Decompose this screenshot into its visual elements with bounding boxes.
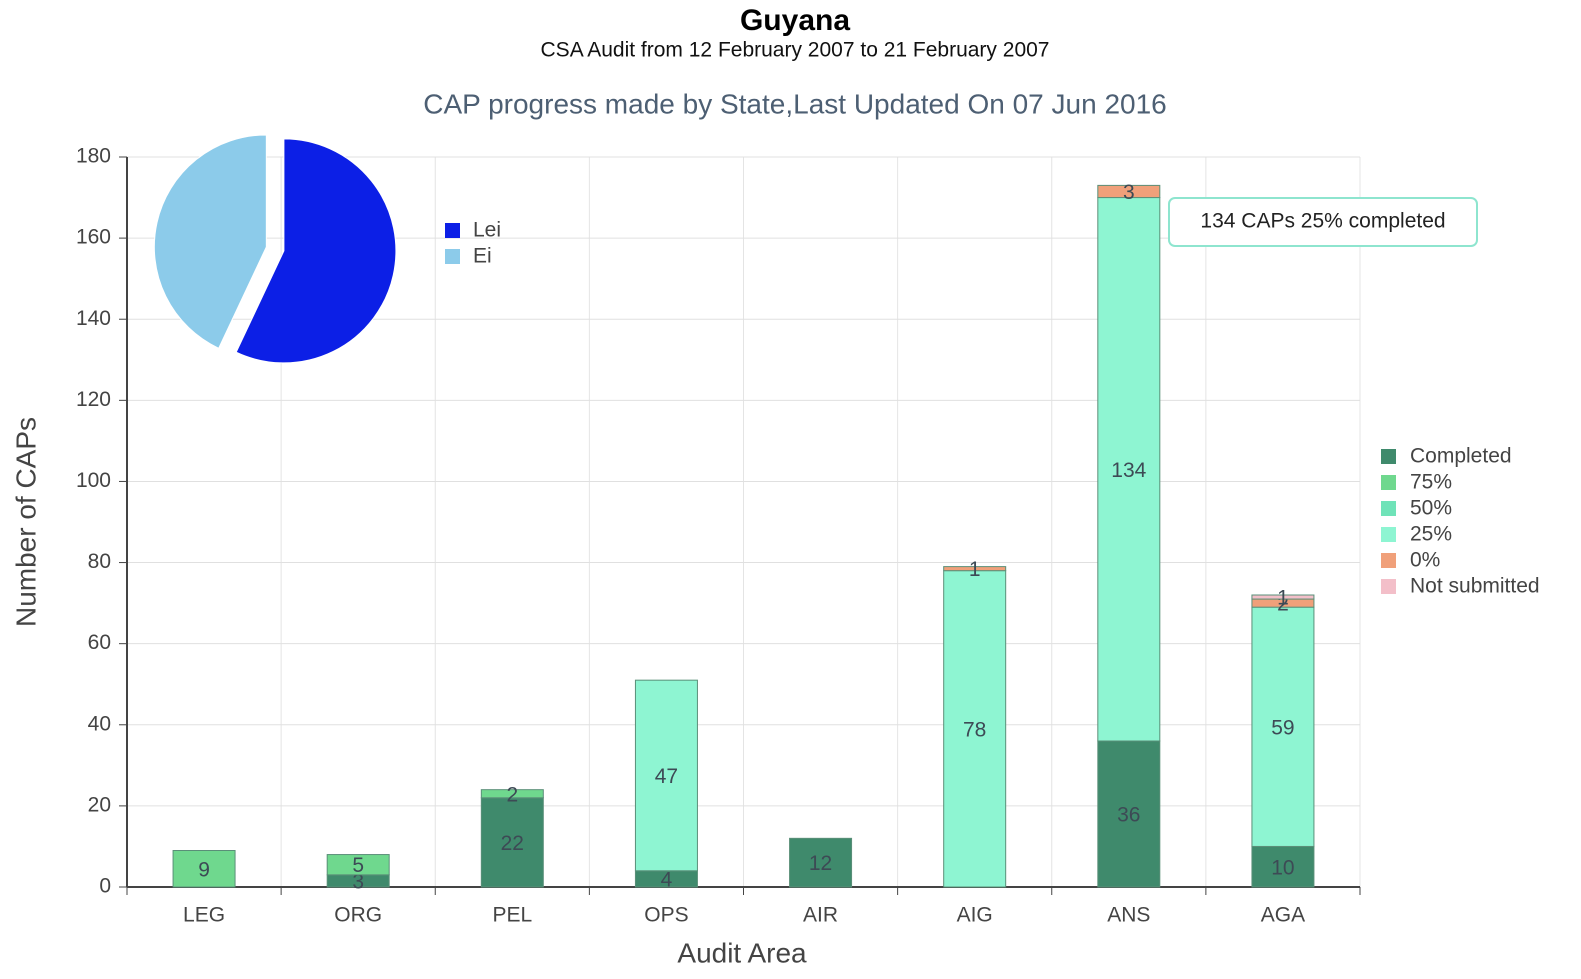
- x-tick-label: PEL: [492, 904, 532, 927]
- bar-segment: [789, 837, 853, 888]
- bar-segment: [943, 566, 1007, 572]
- data-label: 47: [655, 765, 678, 788]
- y-tick-label: 20: [88, 793, 111, 816]
- bar-segment: [1097, 197, 1161, 742]
- legend-swatch: [445, 223, 460, 238]
- tooltip-box: [1168, 197, 1478, 247]
- tooltip-text: 134 CAPs 25% completed: [1200, 210, 1445, 233]
- data-label: 22: [501, 832, 524, 855]
- data-label: 1: [969, 558, 981, 581]
- pie-slice: [153, 134, 267, 349]
- y-axis-label: Number of CAPs: [10, 417, 41, 627]
- bar-segment: [943, 570, 1007, 888]
- chart-heading: CAP progress made by State,Last Updated …: [423, 88, 1167, 119]
- legend-swatch: [1381, 553, 1396, 568]
- data-label: 10: [1271, 856, 1294, 879]
- x-tick-label: OPS: [644, 904, 688, 927]
- legend-label: Lei: [473, 219, 501, 242]
- data-label: 59: [1271, 716, 1294, 739]
- data-label: 1: [1277, 587, 1289, 610]
- x-tick-label: AGA: [1261, 904, 1305, 927]
- legend-label: 75%: [1410, 471, 1452, 494]
- x-tick-label: ORG: [334, 904, 382, 927]
- data-label: 9: [198, 858, 210, 881]
- y-tick-label: 180: [76, 145, 111, 168]
- legend-label: Not submitted: [1410, 575, 1540, 598]
- data-label: 134: [1111, 459, 1146, 482]
- bar-segment: [1251, 606, 1315, 847]
- bar-segment: [634, 679, 698, 872]
- legend-label: 50%: [1410, 497, 1452, 520]
- data-label: 3: [352, 870, 364, 893]
- legend-label: 0%: [1410, 549, 1440, 572]
- y-tick-label: 100: [76, 469, 111, 492]
- legend-swatch: [445, 249, 460, 264]
- legend-swatch: [1381, 527, 1396, 542]
- chart-subtitle: CSA Audit from 12 February 2007 to 21 Fe…: [541, 39, 1050, 62]
- legend-label: Completed: [1410, 445, 1512, 468]
- x-tick-label: AIG: [957, 904, 993, 927]
- x-tick-label: AIR: [803, 904, 838, 927]
- x-axis-label: Audit Area: [677, 937, 807, 968]
- bar-segment: [1251, 594, 1315, 600]
- data-label: 36: [1117, 804, 1140, 827]
- data-label: 78: [963, 718, 986, 741]
- y-tick-label: 40: [88, 712, 111, 735]
- x-tick-label: ANS: [1107, 904, 1150, 927]
- legend-label: Ei: [473, 245, 492, 268]
- data-label: 2: [506, 783, 518, 806]
- legend-swatch: [1381, 475, 1396, 490]
- legend-swatch: [1381, 579, 1396, 594]
- bar-segment: [1097, 740, 1161, 888]
- y-tick-label: 60: [88, 631, 111, 654]
- x-tick-label: LEG: [183, 904, 225, 927]
- legend-label: 25%: [1410, 523, 1452, 546]
- bar-segment: [480, 797, 544, 888]
- y-tick-label: 0: [99, 875, 111, 898]
- legend-swatch: [1381, 501, 1396, 516]
- y-tick-label: 140: [76, 307, 111, 330]
- pie-slice: [235, 138, 397, 364]
- y-tick-label: 80: [88, 550, 111, 573]
- data-label: 5: [352, 854, 364, 877]
- y-tick-label: 160: [76, 226, 111, 249]
- legend-swatch: [1381, 449, 1396, 464]
- bar-segment: [1097, 184, 1161, 199]
- bar-segment: [480, 789, 544, 799]
- bar-segment: [326, 854, 390, 876]
- data-label: 4: [661, 868, 673, 891]
- bar-segment: [172, 850, 236, 888]
- chart-title: Guyana: [740, 4, 850, 37]
- y-tick-label: 120: [76, 388, 111, 411]
- bar-segment: [1251, 845, 1315, 888]
- data-label: 2: [1277, 593, 1289, 616]
- data-label: 12: [809, 852, 832, 875]
- data-label: 3: [1123, 181, 1135, 204]
